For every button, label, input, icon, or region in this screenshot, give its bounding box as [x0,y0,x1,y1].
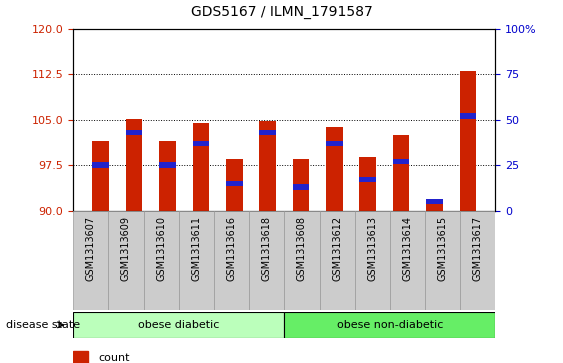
Text: GSM1313615: GSM1313615 [437,216,448,281]
Text: GDS5167 / ILMN_1791587: GDS5167 / ILMN_1791587 [191,5,372,20]
Bar [73,211,108,310]
Bar [159,141,176,211]
Bar [214,211,249,310]
Text: GSM1313613: GSM1313613 [367,216,377,281]
Bar [108,211,144,310]
Bar [260,121,276,211]
Bar [73,312,284,338]
Bar [393,135,409,211]
Text: count: count [99,353,130,363]
Bar [284,312,495,338]
Bar [179,211,214,310]
Text: GSM1313611: GSM1313611 [191,216,202,281]
Text: obese non-diabetic: obese non-diabetic [337,320,443,330]
Text: GSM1313614: GSM1313614 [403,216,413,281]
Text: GSM1313612: GSM1313612 [332,216,342,281]
Bar [426,200,443,211]
Bar [249,211,284,310]
Bar [284,211,320,310]
Text: GSM1313617: GSM1313617 [473,216,483,281]
Bar [193,123,209,211]
Text: GSM1313607: GSM1313607 [86,216,96,281]
Bar [193,141,209,146]
Bar [73,351,88,363]
Bar [359,177,376,182]
Text: disease state: disease state [6,320,80,330]
Bar [459,72,476,211]
Bar [126,130,142,135]
Bar [92,163,109,168]
Bar [293,184,309,189]
Text: GSM1313608: GSM1313608 [297,216,307,281]
Bar [459,113,476,119]
Bar [425,211,461,310]
Bar [461,211,495,310]
Bar [159,163,176,168]
Text: GSM1313616: GSM1313616 [226,216,236,281]
Text: GSM1313618: GSM1313618 [262,216,272,281]
Bar [393,159,409,164]
Bar [390,211,425,310]
Bar [144,211,179,310]
Bar [326,141,343,146]
Bar [426,199,443,204]
Text: GSM1313609: GSM1313609 [121,216,131,281]
Bar [293,159,309,211]
Bar [260,130,276,135]
Bar [355,211,390,310]
Text: GSM1313610: GSM1313610 [156,216,166,281]
Text: obese diabetic: obese diabetic [138,320,220,330]
Bar [226,159,243,211]
Bar [326,127,343,211]
Bar [126,119,142,211]
Bar [226,180,243,186]
Bar [320,211,355,310]
Bar [359,157,376,211]
Bar [92,141,109,211]
